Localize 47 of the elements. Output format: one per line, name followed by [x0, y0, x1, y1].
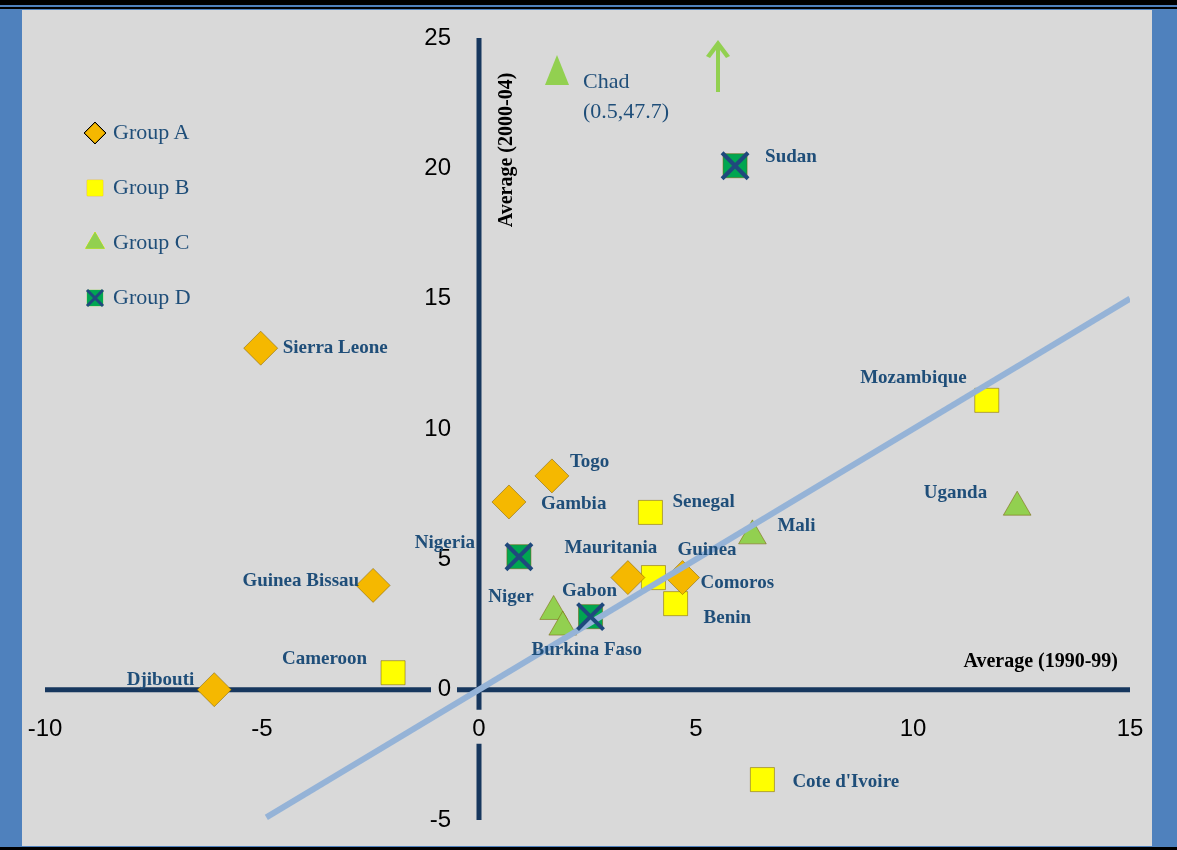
annotation: Senegal	[672, 490, 735, 512]
annotation: Benin	[703, 605, 752, 627]
annotation: Togo	[569, 449, 610, 471]
x-tick-label: -10	[27, 713, 63, 741]
annotation: Mali	[777, 513, 816, 535]
annotation: Burkina Faso	[531, 638, 642, 660]
x-tick-label: 0	[472, 713, 486, 741]
x-tick-label: 15	[1116, 713, 1144, 741]
annotation: Gambia	[540, 491, 607, 513]
point	[380, 660, 406, 686]
point	[974, 387, 1000, 413]
annotation: Cameroon	[281, 646, 368, 668]
x-tick-label: 5	[689, 713, 703, 741]
x-tick-label: -5	[251, 713, 273, 741]
annotation: Djibouti	[126, 667, 195, 689]
annotation: Mauritania	[564, 536, 658, 558]
legend-label: Group D	[113, 283, 191, 309]
y-tick-label: 10	[424, 413, 451, 441]
annotation: Sierra Leone	[282, 336, 388, 358]
annotation: Gabon	[562, 578, 618, 600]
annotation: Uganda	[923, 481, 988, 503]
y-axis-title: Average (2000-04)	[494, 72, 518, 228]
legend-label: Group C	[113, 228, 190, 254]
point	[491, 484, 527, 520]
x-axis-title: Average (1990-99)	[963, 648, 1118, 672]
annotation: Chad (0.5,47.7)	[583, 67, 671, 125]
annotation: Cote d'Ivoire	[792, 769, 900, 791]
point	[749, 767, 775, 793]
y-tick-label: -5	[429, 804, 451, 832]
point	[637, 499, 663, 525]
point	[196, 672, 232, 708]
point	[534, 458, 570, 494]
annotation: Mozambique	[860, 366, 967, 388]
legend-label: Group B	[113, 173, 190, 199]
legend-label: Group A	[113, 118, 190, 144]
annotation: Guinea	[677, 538, 738, 560]
annotation: Guinea Bissau	[242, 569, 360, 591]
annotation: Sudan	[765, 144, 818, 166]
point	[663, 591, 689, 617]
point	[243, 330, 279, 366]
y-tick-label: 20	[424, 152, 451, 180]
annotation: Comoros	[700, 571, 775, 593]
y-tick-label: 0	[437, 674, 451, 702]
annotation: Niger	[488, 585, 535, 607]
y-tick-label: 25	[424, 22, 451, 50]
x-tick-label: 10	[899, 713, 927, 741]
y-tick-label: 15	[424, 283, 451, 311]
